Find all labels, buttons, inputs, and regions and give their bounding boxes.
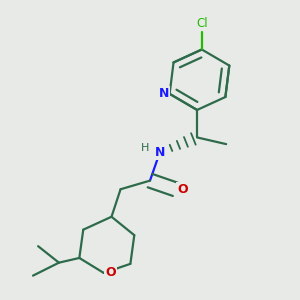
Text: N: N xyxy=(154,146,165,159)
Text: O: O xyxy=(105,266,116,279)
Text: Cl: Cl xyxy=(196,17,208,30)
Text: O: O xyxy=(177,183,188,196)
Text: N: N xyxy=(159,87,169,101)
Text: H: H xyxy=(141,143,149,153)
